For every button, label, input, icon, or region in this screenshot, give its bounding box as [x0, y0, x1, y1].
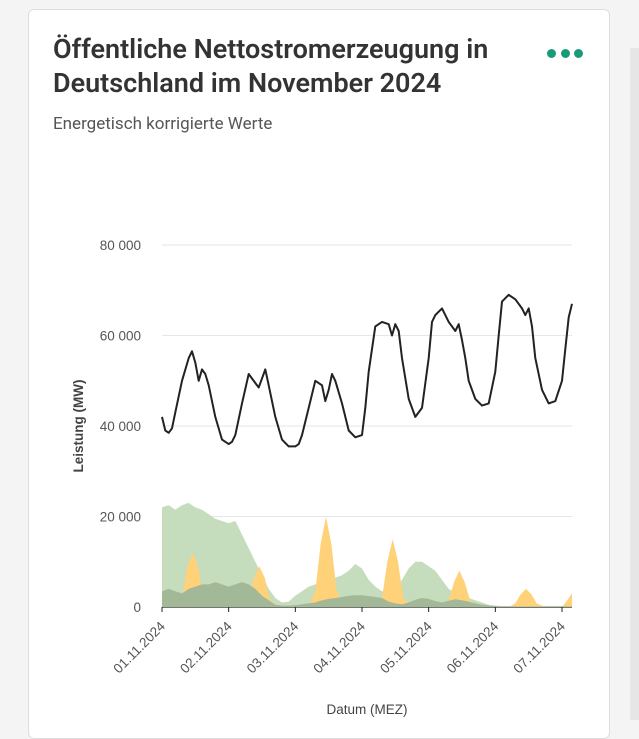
y-tick-label: 20 000 [100, 510, 141, 525]
y-tick-label: 0 [133, 600, 141, 615]
series-area-solar [162, 516, 572, 607]
y-tick-label: 60 000 [100, 329, 141, 344]
x-axis: 01.11.2024 02.11.2024 03.11.2024 04.11.2024… [110, 607, 568, 676]
x-tick-label: 05.11.2024 [377, 618, 435, 676]
more-options-button[interactable] [547, 44, 583, 62]
chart-card: Öffentliche Nettostromerzeugung in Deuts… [28, 9, 610, 739]
x-axis-title: Datum (MEZ) [327, 702, 408, 717]
more-dots-icon [547, 48, 556, 58]
x-tick-label: 01.11.2024 [110, 618, 168, 676]
y-tick-label: 40 000 [100, 419, 141, 434]
x-tick-label: 07.11.2024 [510, 618, 568, 676]
x-tick-label: 03.11.2024 [244, 618, 302, 676]
x-tick-label: 02.11.2024 [177, 618, 235, 676]
chart-title: Öffentliche Nettostromerzeugung in Deuts… [53, 33, 489, 99]
y-axis: 0 20 000 40 000 60 000 80 000 [100, 238, 141, 615]
x-tick-label: 06.11.2024 [444, 618, 502, 676]
page-scrollbar-strip [630, 48, 639, 720]
area-series [162, 502, 572, 607]
x-tick-label: 04.11.2024 [310, 618, 368, 676]
series-area-braunkohle [162, 582, 572, 607]
more-dots-icon [574, 48, 583, 58]
more-dots-icon [560, 48, 570, 58]
chart: 0 20 000 40 000 60 000 80 000 01.11.2024 02.1… [71, 238, 573, 717]
y-axis-title: Leistung (MW) [71, 380, 86, 473]
line-series [161, 293, 573, 448]
y-tick-label: 80 000 [100, 238, 141, 253]
chart-subtitle: Energetisch korrigierte Werte [53, 114, 273, 134]
series-line-last [161, 293, 573, 448]
